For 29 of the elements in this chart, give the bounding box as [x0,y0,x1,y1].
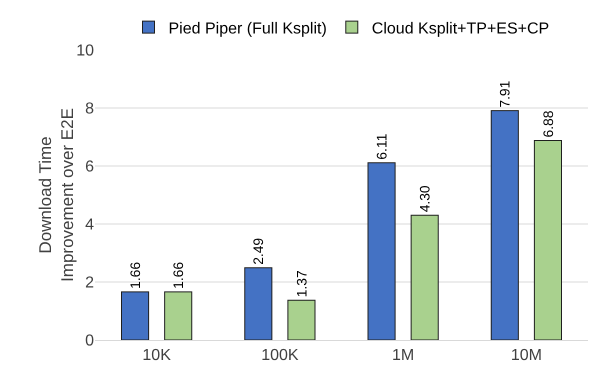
bar [244,267,272,340]
y-axis-title: Download Time Improvement over E2E [36,108,78,282]
data-label: 6.11 [374,133,390,160]
data-label: 2.49 [250,238,266,265]
legend-label: Pied Piper (Full Ksplit) [168,20,327,38]
bar [534,140,562,340]
x-tick-label: 1M [392,347,414,364]
y-tick-label: 6 [85,158,94,176]
x-tick-label: 100K [261,347,299,364]
bar [287,300,316,340]
bar [410,214,439,340]
data-label: 1.66 [170,262,186,289]
legend-label: Cloud Ksplit+TP+ES+CP [372,20,550,38]
data-label: 6.88 [540,110,556,138]
bar [164,291,192,340]
data-label: 4.30 [416,185,433,212]
y-tick-label: 10 [76,42,94,60]
bar [121,291,150,340]
x-tick-label: 10M [510,347,542,364]
data-label: 1.37 [293,270,310,298]
data-label: 7.91 [496,80,513,108]
y-tick-label: 8 [85,100,94,118]
y-tick-label: 2 [85,274,94,292]
bar [368,162,396,340]
y-tick-label: 0 [85,332,94,350]
bar [490,110,519,340]
x-tick-label: 10K [142,347,172,364]
y-tick-label: 4 [85,216,94,234]
data-label: 1.66 [126,262,143,289]
